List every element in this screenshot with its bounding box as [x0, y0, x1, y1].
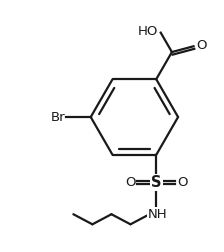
Text: O: O [196, 39, 206, 52]
Text: O: O [177, 176, 187, 189]
Text: O: O [125, 176, 135, 189]
Text: Br: Br [50, 111, 65, 123]
Text: HO: HO [138, 25, 159, 38]
Text: NH: NH [148, 207, 167, 220]
Text: S: S [151, 175, 162, 190]
